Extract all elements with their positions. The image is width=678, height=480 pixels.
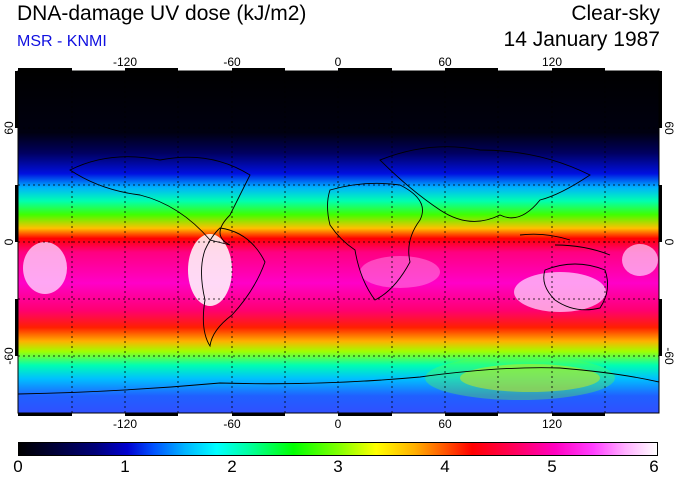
colorbar-label: 0 [13, 457, 23, 476]
lon-label-top: -120 [113, 55, 137, 69]
lon-label-top: -60 [223, 55, 241, 69]
lat-label-left: 60 [2, 121, 16, 135]
lat-label-right: -60 [662, 347, 676, 365]
colorbar-label: 1 [120, 457, 130, 476]
colorbar [18, 442, 658, 456]
lon-label-bottom: -120 [113, 417, 137, 431]
colorbar-label: 5 [547, 457, 557, 476]
colorbar-label: 4 [440, 457, 450, 476]
map-title: DNA-damage UV dose (kJ/m2) [17, 2, 307, 25]
map-frame [15, 68, 662, 416]
lat-label-right: 60 [662, 121, 676, 135]
colorbar-label: 3 [333, 457, 343, 476]
lon-label-top: 60 [438, 55, 452, 69]
lat-label-right: 0 [662, 239, 676, 246]
graticule [18, 71, 659, 413]
uv-dose-map: -120 -60 0 60 120 -120 -60 0 60 120 60 0… [2, 55, 676, 431]
coastlines [18, 146, 659, 395]
lon-label-bottom: -60 [223, 417, 241, 431]
lon-label-top: 120 [542, 55, 562, 69]
sky-condition-label: Clear-sky [571, 2, 660, 25]
colorbar-label: 2 [227, 457, 237, 476]
source-label: MSR - KNMI [17, 33, 107, 50]
lat-label-left: 0 [2, 238, 16, 245]
lon-label-bottom: 120 [542, 417, 562, 431]
date-label: 14 January 1987 [503, 28, 660, 51]
lon-label-top: 0 [335, 55, 342, 69]
lon-label-bottom: 0 [335, 417, 342, 431]
colorbar-label: 6 [649, 457, 659, 476]
lat-label-left: -60 [2, 347, 16, 365]
lon-label-bottom: 60 [438, 417, 452, 431]
